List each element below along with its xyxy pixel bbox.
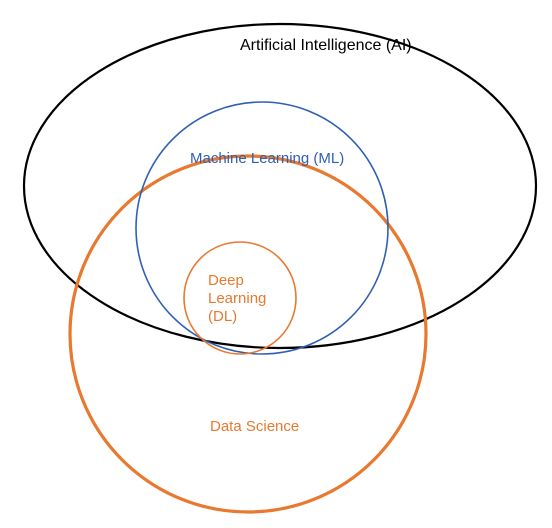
dl-label: Deep Learning (DL) xyxy=(208,272,266,326)
ds-label: Data Science xyxy=(210,418,299,436)
ds-circle xyxy=(70,156,426,512)
ml-label: Machine Learning (ML) xyxy=(190,150,344,168)
venn-svg xyxy=(0,0,552,528)
ai-label: Artificial Intelligence (AI) xyxy=(240,36,412,55)
venn-diagram-container: Artificial Intelligence (AI) Machine Lea… xyxy=(0,0,552,528)
ai-ellipse xyxy=(24,24,536,348)
